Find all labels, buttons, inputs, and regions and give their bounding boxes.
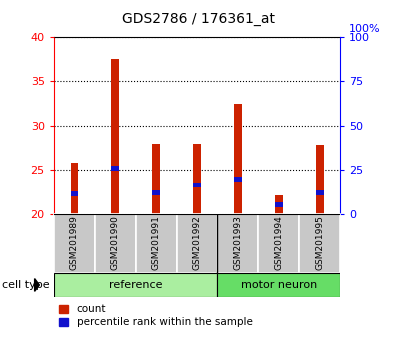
Bar — [95, 214, 136, 273]
Bar — [193, 183, 201, 187]
Bar — [299, 214, 340, 273]
Text: GSM201991: GSM201991 — [152, 215, 160, 270]
Text: GSM201992: GSM201992 — [193, 215, 201, 270]
Bar — [152, 190, 160, 195]
Text: GSM201990: GSM201990 — [111, 215, 120, 270]
Text: GDS2786 / 176361_at: GDS2786 / 176361_at — [123, 12, 275, 27]
Bar — [258, 214, 299, 273]
Text: cell type: cell type — [2, 280, 50, 290]
Legend: count, percentile rank within the sample: count, percentile rank within the sample — [59, 304, 252, 327]
Bar — [316, 190, 324, 195]
Bar — [217, 214, 258, 273]
Bar — [111, 166, 119, 171]
Text: GSM201994: GSM201994 — [274, 215, 283, 270]
Bar — [234, 103, 242, 214]
Bar — [111, 59, 119, 214]
Bar — [193, 144, 201, 214]
Bar — [70, 163, 78, 214]
Bar — [234, 177, 242, 182]
Bar — [136, 214, 177, 273]
Text: GSM201989: GSM201989 — [70, 215, 79, 270]
Bar — [54, 214, 95, 273]
Bar — [152, 144, 160, 214]
Bar — [275, 195, 283, 214]
Polygon shape — [35, 279, 39, 291]
Bar — [70, 192, 78, 196]
Text: reference: reference — [109, 280, 162, 290]
Bar — [177, 214, 217, 273]
Bar — [217, 273, 340, 297]
Bar — [316, 145, 324, 214]
Text: GSM201993: GSM201993 — [234, 215, 242, 270]
Bar — [275, 202, 283, 207]
Text: GSM201995: GSM201995 — [315, 215, 324, 270]
Text: 100%: 100% — [349, 24, 380, 34]
Text: motor neuron: motor neuron — [241, 280, 317, 290]
Bar — [54, 273, 217, 297]
